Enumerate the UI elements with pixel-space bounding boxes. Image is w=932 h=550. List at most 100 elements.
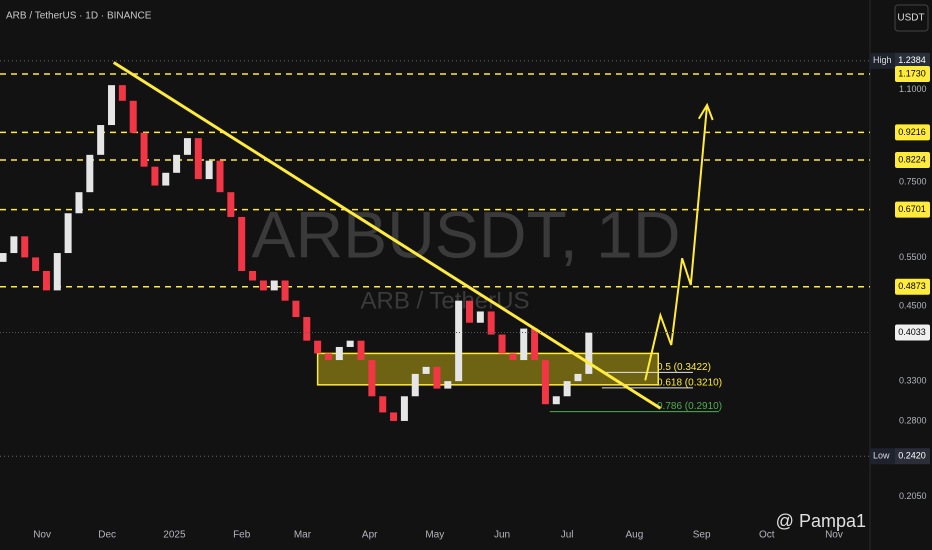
y-tick-label: 1.1000 <box>899 84 927 94</box>
candle-body <box>476 311 484 323</box>
candle-body <box>64 213 72 254</box>
candle-body <box>390 412 398 421</box>
signature: @ Pampa1 <box>776 511 866 531</box>
y-tick-label: 0.2800 <box>899 415 927 425</box>
candle-body <box>42 271 50 291</box>
x-tick-label: Nov <box>825 530 843 541</box>
low-value-box <box>895 448 930 465</box>
candle-body <box>552 396 560 405</box>
candle-body <box>129 100 137 133</box>
candle-body <box>0 253 7 262</box>
x-tick-label: Nov <box>33 530 51 541</box>
x-tick-label: Jun <box>494 530 510 541</box>
projection <box>644 104 709 381</box>
currency-button-label[interactable]: USDT <box>897 13 924 24</box>
candle-body <box>444 381 452 389</box>
low-name: Low <box>873 451 890 461</box>
candle-body <box>53 253 61 291</box>
x-tick-label: Aug <box>625 530 643 541</box>
candle-body <box>455 300 463 382</box>
fib-label: 0.786 (0.2910) <box>657 401 722 412</box>
x-tick-label: Oct <box>759 530 775 541</box>
x-tick-label: Feb <box>233 530 251 541</box>
level-label: 0.9216 <box>898 127 926 137</box>
low-label: 0.2420 <box>898 451 926 461</box>
candle-body <box>314 340 322 354</box>
candle-body <box>498 334 506 354</box>
candle-body <box>433 366 441 389</box>
candle-body <box>303 317 311 341</box>
fib-label: 0.5 (0.3422) <box>657 362 711 373</box>
trendline <box>112 61 662 410</box>
candle-body <box>140 132 148 167</box>
candle-body <box>520 328 528 361</box>
candle-body <box>541 360 549 405</box>
low-box <box>870 448 895 465</box>
candle-body <box>227 192 235 217</box>
level-box <box>895 124 930 141</box>
candle-body <box>585 332 593 374</box>
candle-body <box>574 373 582 382</box>
candle-body <box>509 353 517 361</box>
candle-body <box>118 85 126 101</box>
high-box <box>870 52 895 69</box>
candle-body <box>108 85 116 126</box>
high-label: 1.2384 <box>898 55 926 65</box>
x-tick-label: Apr <box>362 530 378 541</box>
candle-body <box>281 280 289 301</box>
candle-body <box>324 353 332 361</box>
candle-body <box>346 340 354 347</box>
x-tick-label: May <box>425 530 444 541</box>
y-tick-label: 0.4500 <box>899 300 927 310</box>
fib-label: 0.618 (0.3210) <box>657 377 722 388</box>
x-tick-label: 2025 <box>163 530 186 541</box>
candle-body <box>194 138 202 180</box>
candle-body <box>411 373 419 397</box>
candle-body <box>259 280 267 291</box>
candle-body <box>151 166 159 186</box>
header: ARB / TetherUS · 1D · BINANCE <box>6 11 152 22</box>
candle-body <box>162 172 170 186</box>
candle-body <box>563 381 571 397</box>
level-box <box>895 65 930 82</box>
level-label: 0.8224 <box>898 154 926 164</box>
candle-body <box>270 280 278 291</box>
candle-body <box>216 160 224 193</box>
candle-body <box>422 366 430 374</box>
candle-body <box>21 236 29 258</box>
x-tick-label: Dec <box>98 530 116 541</box>
y-tick-label: 0.2050 <box>899 491 927 501</box>
level-box <box>895 151 930 168</box>
candle-body <box>173 154 181 173</box>
last-price-box <box>895 324 930 341</box>
candle-body <box>335 346 343 361</box>
candle-body <box>531 328 539 361</box>
candle-body <box>238 216 246 272</box>
currency-button[interactable] <box>894 4 929 32</box>
high-value-box <box>895 52 930 69</box>
watermark-subtitle: ARB / TetherUS <box>361 287 530 314</box>
candle-body <box>97 125 105 155</box>
candle-body <box>183 138 191 155</box>
y-tick-label: 0.7500 <box>899 177 927 187</box>
candle-body <box>205 160 213 180</box>
x-tick-label: Mar <box>294 530 312 541</box>
level-label: 0.4873 <box>898 281 926 291</box>
candle-body <box>75 192 83 214</box>
candle-body <box>32 257 40 272</box>
candle-body <box>400 396 408 421</box>
candle-body <box>357 340 365 361</box>
candle-body <box>249 271 257 281</box>
level-box <box>895 278 930 295</box>
candle-body <box>10 236 18 254</box>
level-label: 0.6701 <box>898 204 926 214</box>
candle-body <box>465 300 473 323</box>
projection-arrowhead <box>697 102 714 121</box>
candle-body <box>292 300 300 318</box>
candle-body <box>368 360 376 397</box>
candle-body <box>86 154 94 193</box>
x-tick-label: Sep <box>693 530 711 541</box>
y-tick-label: 0.5500 <box>899 252 927 262</box>
